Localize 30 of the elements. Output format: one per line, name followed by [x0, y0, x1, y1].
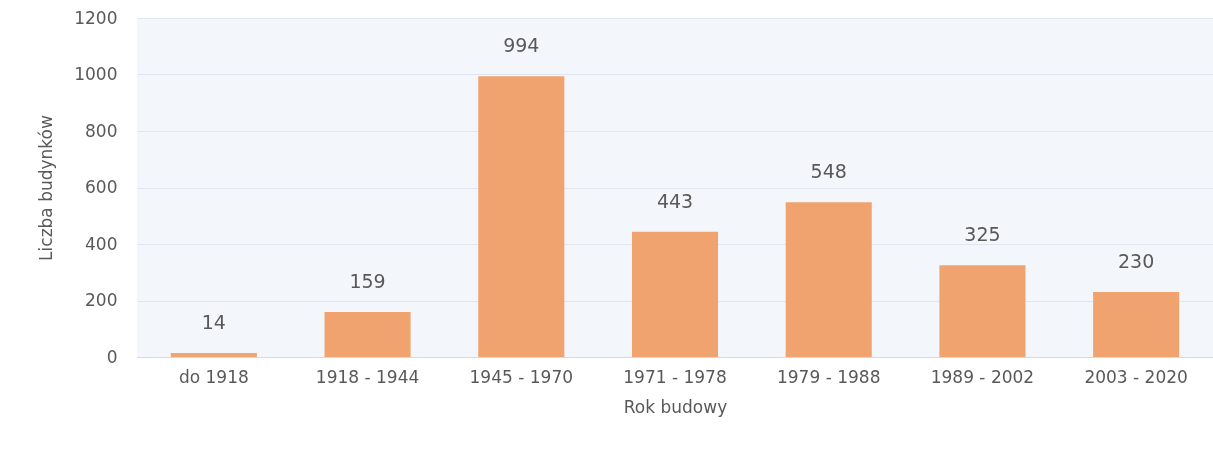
y-axis-title: Liczba budynków	[36, 115, 57, 261]
bar	[324, 312, 411, 357]
data-label: 443	[656, 189, 694, 212]
bar	[939, 265, 1026, 357]
data-label: 159	[349, 270, 386, 293]
x-axis-title: Rok budowy	[623, 396, 728, 417]
x-tick-label: 1971 - 1978	[623, 366, 727, 387]
y-tick-label: 1000	[74, 64, 118, 84]
data-label: 230	[1118, 250, 1155, 273]
x-tick-label: do 1918	[178, 366, 249, 387]
x-tick-label: 2003 - 2020	[1084, 366, 1188, 387]
bar	[1093, 292, 1180, 357]
bar	[478, 76, 565, 357]
x-tick-label: 1979 - 1988	[776, 366, 881, 387]
data-label: 548	[810, 160, 847, 183]
data-label: 994	[503, 34, 540, 57]
bar	[170, 353, 257, 357]
x-tick-label: 1989 - 2002	[930, 366, 1035, 387]
bar	[631, 231, 719, 357]
x-tick-label: 1918 - 1944	[315, 366, 420, 387]
y-tick-label: 600	[85, 177, 118, 197]
data-label: 325	[964, 223, 1001, 246]
x-tick-label: 1945 - 1970	[469, 366, 574, 387]
y-tick-label: 400	[85, 233, 118, 254]
bar	[785, 202, 872, 357]
y-tick-label: 1200	[74, 7, 118, 28]
y-tick-label: 800	[85, 120, 118, 141]
y-tick-label: 0	[106, 346, 118, 367]
data-label: 14	[201, 311, 226, 334]
y-tick-label: 200	[85, 290, 118, 310]
